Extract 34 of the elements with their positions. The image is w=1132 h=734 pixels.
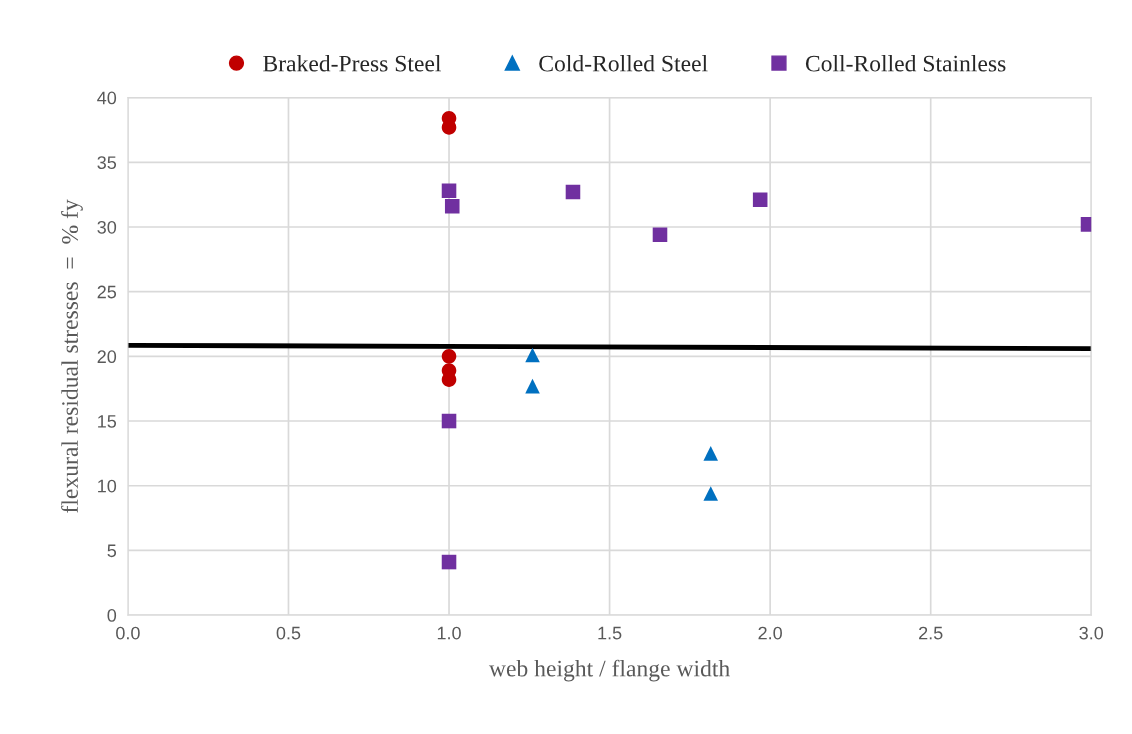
x-tick-label: 1.5 <box>598 626 622 640</box>
point <box>565 184 581 200</box>
y-tick-label: 0 <box>107 609 117 622</box>
y-tick-label: 35 <box>97 156 117 170</box>
x-axis-title: web height / flange width <box>488 659 730 682</box>
point <box>703 446 719 461</box>
y-tick-label: 15 <box>98 415 117 428</box>
x-tick-label: 1.0 <box>437 626 461 640</box>
y-tick-label: 10 <box>98 479 117 493</box>
y-tick-label: 20 <box>97 350 117 364</box>
point <box>752 192 768 208</box>
legend-label: Coll-Rolled Stainless <box>805 54 1006 72</box>
legend-label: Cold-Rolled Steel <box>539 54 708 72</box>
point <box>441 413 457 429</box>
point <box>441 554 457 570</box>
x-tick-label: 0.0 <box>116 626 140 640</box>
point <box>441 120 457 135</box>
y-tick-label: 40 <box>97 91 117 105</box>
x-tick-label: 2.0 <box>758 626 782 640</box>
y-axis-title: flexural residual stresses = % fy <box>61 199 83 513</box>
point <box>525 378 540 394</box>
y-tick-label: 30 <box>97 220 117 234</box>
point <box>703 486 719 501</box>
point <box>441 349 457 364</box>
x-tick-label: 0.5 <box>276 626 301 640</box>
x-tick-label: 2.5 <box>919 626 943 640</box>
point <box>652 227 668 243</box>
point <box>441 183 457 199</box>
legend-label: Braked-Press Steel <box>263 54 441 72</box>
x-tick-label: 3.0 <box>1079 626 1104 640</box>
point <box>444 199 460 214</box>
y-tick-label: 5 <box>107 544 117 558</box>
y-tick-label: 25 <box>97 285 117 299</box>
point <box>525 347 540 363</box>
